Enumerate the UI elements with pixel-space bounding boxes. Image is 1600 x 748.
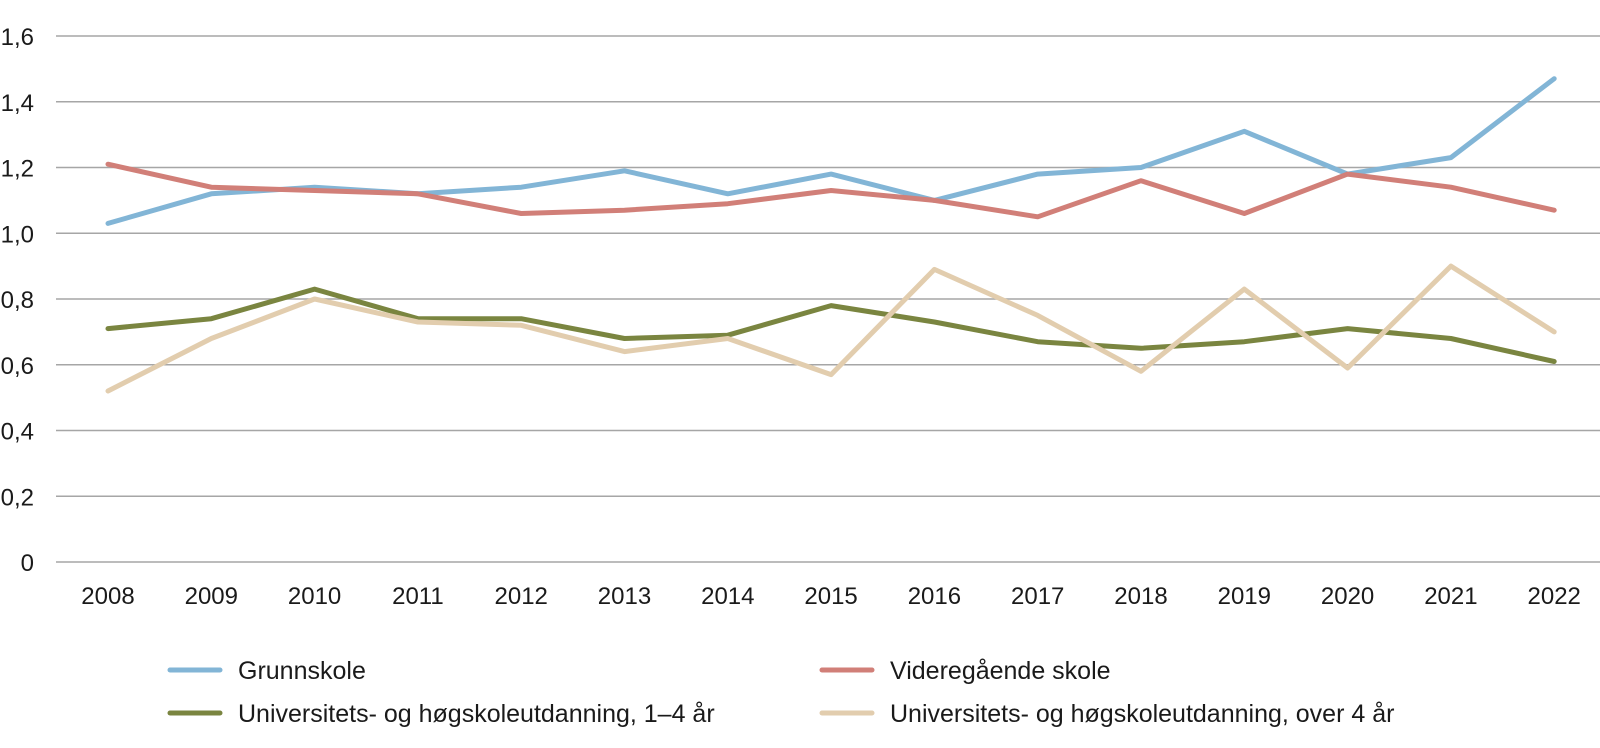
x-tick-label: 2018: [1114, 583, 1167, 610]
legend-item: Universitets- og høgskoleutdanning, 1–4 …: [167, 700, 715, 728]
y-axis-ticks: 0 0,2 0,4 0,6 0,8 1,0 1,2 1,4 1,6: [1, 24, 34, 577]
x-tick-label: 2009: [185, 583, 238, 610]
x-tick-label: 2014: [701, 583, 754, 610]
x-tick-label: 2011: [392, 583, 444, 610]
y-tick-label: 1,0: [1, 221, 34, 248]
y-tick-label: 0,8: [1, 287, 34, 314]
x-tick-label: 2021: [1424, 583, 1477, 610]
series-line-3: [105, 286, 1557, 364]
series-line-4: [105, 263, 1557, 394]
y-tick-label: 0,4: [1, 419, 34, 446]
x-tick-label: 2019: [1218, 583, 1271, 610]
series-line-2: [105, 161, 1557, 220]
legend-item: Universitets- og høgskoleutdanning, over…: [819, 700, 1394, 728]
legend-item: Grunnskole: [167, 657, 366, 685]
legend: Grunnskole Videregående skole Universitets…: [167, 657, 1394, 728]
legend-label: Grunnskole: [238, 657, 366, 685]
y-tick-label: 0: [21, 550, 34, 577]
x-axis-ticks: 2008 2009 2010 2011 2012 2013 2014 2015 2016 2017…: [81, 583, 1581, 610]
x-tick-label: 2013: [598, 583, 651, 610]
x-tick-label: 2017: [1011, 583, 1064, 610]
legend-label: Universitets- og høgskoleutdanning, over…: [890, 700, 1394, 728]
legend-item: Videregående skole: [819, 657, 1111, 685]
y-tick-label: 1,4: [1, 90, 34, 117]
x-tick-label: 2020: [1321, 583, 1374, 610]
series-lines: [105, 76, 1557, 394]
y-tick-label: 0,2: [1, 484, 34, 511]
x-tick-label: 2016: [908, 583, 961, 610]
x-tick-label: 2010: [288, 583, 341, 610]
x-tick-label: 2015: [804, 583, 857, 610]
x-tick-label: 2008: [81, 583, 134, 610]
x-tick-label: 2012: [495, 583, 548, 610]
y-tick-label: 0,6: [1, 353, 34, 380]
x-tick-label: 2022: [1528, 583, 1581, 610]
legend-label: Videregående skole: [890, 657, 1111, 685]
y-tick-label: 1,6: [1, 24, 34, 51]
y-tick-label: 1,2: [1, 156, 34, 183]
series-line-1: [105, 76, 1557, 226]
legend-label: Universitets- og høgskoleutdanning, 1–4 …: [238, 700, 715, 728]
